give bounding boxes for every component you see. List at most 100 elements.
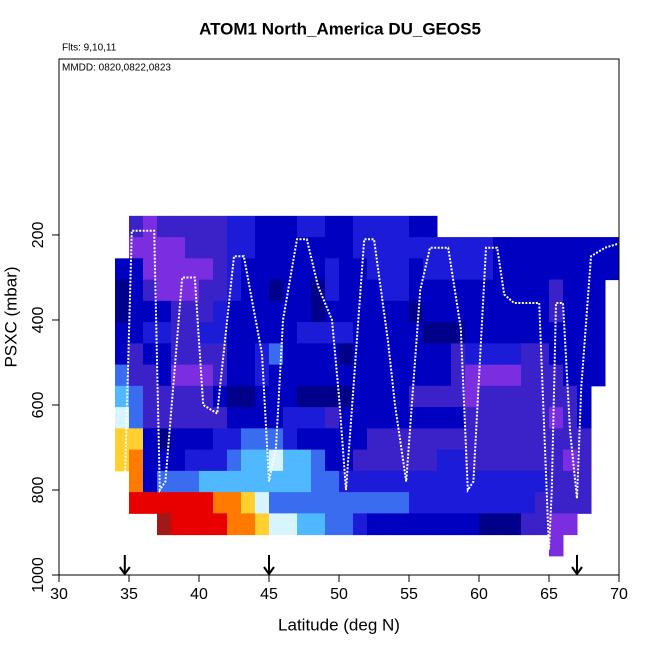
heatmap-cell [297, 449, 312, 472]
heatmap-cell [367, 492, 382, 514]
heatmap-cell [535, 364, 550, 387]
heatmap-cell [451, 428, 466, 451]
heatmap-cell [143, 428, 158, 451]
heatmap-cell [409, 428, 424, 451]
heatmap-cell [227, 449, 242, 472]
heatmap-cell [493, 492, 508, 514]
heatmap-cell [199, 407, 214, 429]
heatmap-cell [269, 407, 284, 429]
heatmap-cell [297, 364, 312, 387]
flight-track [123, 229, 620, 550]
heatmap-cell [269, 428, 284, 451]
x-tick-label: 65 [540, 586, 558, 603]
heatmap-cell [283, 385, 298, 408]
heatmap-cell [325, 258, 340, 281]
heatmap-cell [465, 513, 480, 536]
heatmap-cell [143, 237, 158, 259]
heatmap-cell [339, 215, 354, 238]
x-tick-label: 30 [50, 586, 68, 603]
heatmap-cell [479, 407, 494, 429]
heatmap-cell [283, 364, 298, 387]
heatmap-cell [199, 343, 214, 366]
heatmap-cell [395, 407, 410, 429]
heatmap-cell [353, 322, 368, 344]
heatmap-cell [269, 258, 284, 281]
heatmap-cell [339, 364, 354, 387]
heatmap-cell [549, 449, 564, 472]
heatmap-cell [395, 237, 410, 259]
heatmap-cell [521, 364, 536, 387]
heatmap-cell [507, 513, 522, 536]
heatmap-cell [395, 279, 410, 302]
heatmap-cell [199, 300, 214, 323]
heatmap-cell [339, 385, 354, 408]
heatmap-cell [213, 322, 228, 344]
heatmap-cell [591, 364, 606, 387]
heatmap-cell [563, 449, 578, 472]
heatmap-cell [311, 279, 326, 302]
heatmap-cell [283, 322, 298, 344]
heatmap-cell [353, 364, 368, 387]
heatmap-cell [507, 279, 522, 302]
heatmap-cell [297, 237, 312, 259]
heatmap-cell [157, 492, 172, 514]
heatmap-cell [479, 428, 494, 451]
heatmap-cell [493, 385, 508, 408]
heatmap-cell [479, 513, 494, 536]
heatmap-cell [591, 322, 606, 344]
heatmap-cell [423, 428, 438, 451]
heatmap-cell [143, 300, 158, 323]
heatmap-cell [255, 322, 270, 344]
x-tick-label: 45 [260, 586, 278, 603]
heatmap-cell [199, 492, 214, 514]
heatmap-cell [129, 492, 144, 514]
heatmap-cell [577, 470, 592, 493]
heatmap-cell [395, 300, 410, 323]
x-tick-label: 50 [330, 586, 348, 603]
heatmap-cell [185, 385, 200, 408]
heatmap-cell [535, 385, 550, 408]
heatmap-cell [115, 322, 130, 344]
heatmap-cell [535, 428, 550, 451]
heatmap-cell [185, 449, 200, 472]
heatmap-cell [213, 407, 228, 429]
heatmap-cell [241, 470, 256, 493]
heatmap-cell [465, 343, 480, 366]
heatmap-cell [185, 513, 200, 536]
heatmap-cell [353, 237, 368, 259]
heatmap-cell [451, 407, 466, 429]
heatmap-cell [269, 215, 284, 238]
heatmap-cell [437, 385, 452, 408]
heatmap-cell [465, 428, 480, 451]
heatmap-cell [493, 428, 508, 451]
location-arrow [118, 555, 131, 576]
heatmap-cell [493, 343, 508, 366]
heatmap-cell [493, 364, 508, 387]
heatmap-cell [171, 407, 186, 429]
heatmap-cell [269, 513, 284, 536]
heatmap-cell [577, 237, 592, 259]
heatmap-cell [227, 364, 242, 387]
heatmap-cell [129, 428, 144, 451]
heatmap-cell [465, 279, 480, 302]
heatmap-cell [129, 215, 144, 238]
heatmap-cell [171, 385, 186, 408]
annotation: MMDD: 0820,0822,0823 [62, 63, 171, 74]
heatmap-cell [451, 279, 466, 302]
heatmap-cell [129, 407, 144, 429]
heatmap-cell [437, 492, 452, 514]
heatmap-cell [367, 364, 382, 387]
heatmap-cell [437, 513, 452, 536]
heatmap-cell [199, 364, 214, 387]
heatmap-cell [311, 449, 326, 472]
heatmap-cell [157, 513, 172, 536]
heatmap-cell [227, 513, 242, 536]
heatmap-cell [325, 364, 340, 387]
heatmap-cell [353, 385, 368, 408]
heatmap-cell [507, 492, 522, 514]
heatmap-cell [241, 364, 256, 387]
heatmap-cell [395, 513, 410, 536]
heatmap-cell [199, 449, 214, 472]
heatmap-cell [185, 322, 200, 344]
